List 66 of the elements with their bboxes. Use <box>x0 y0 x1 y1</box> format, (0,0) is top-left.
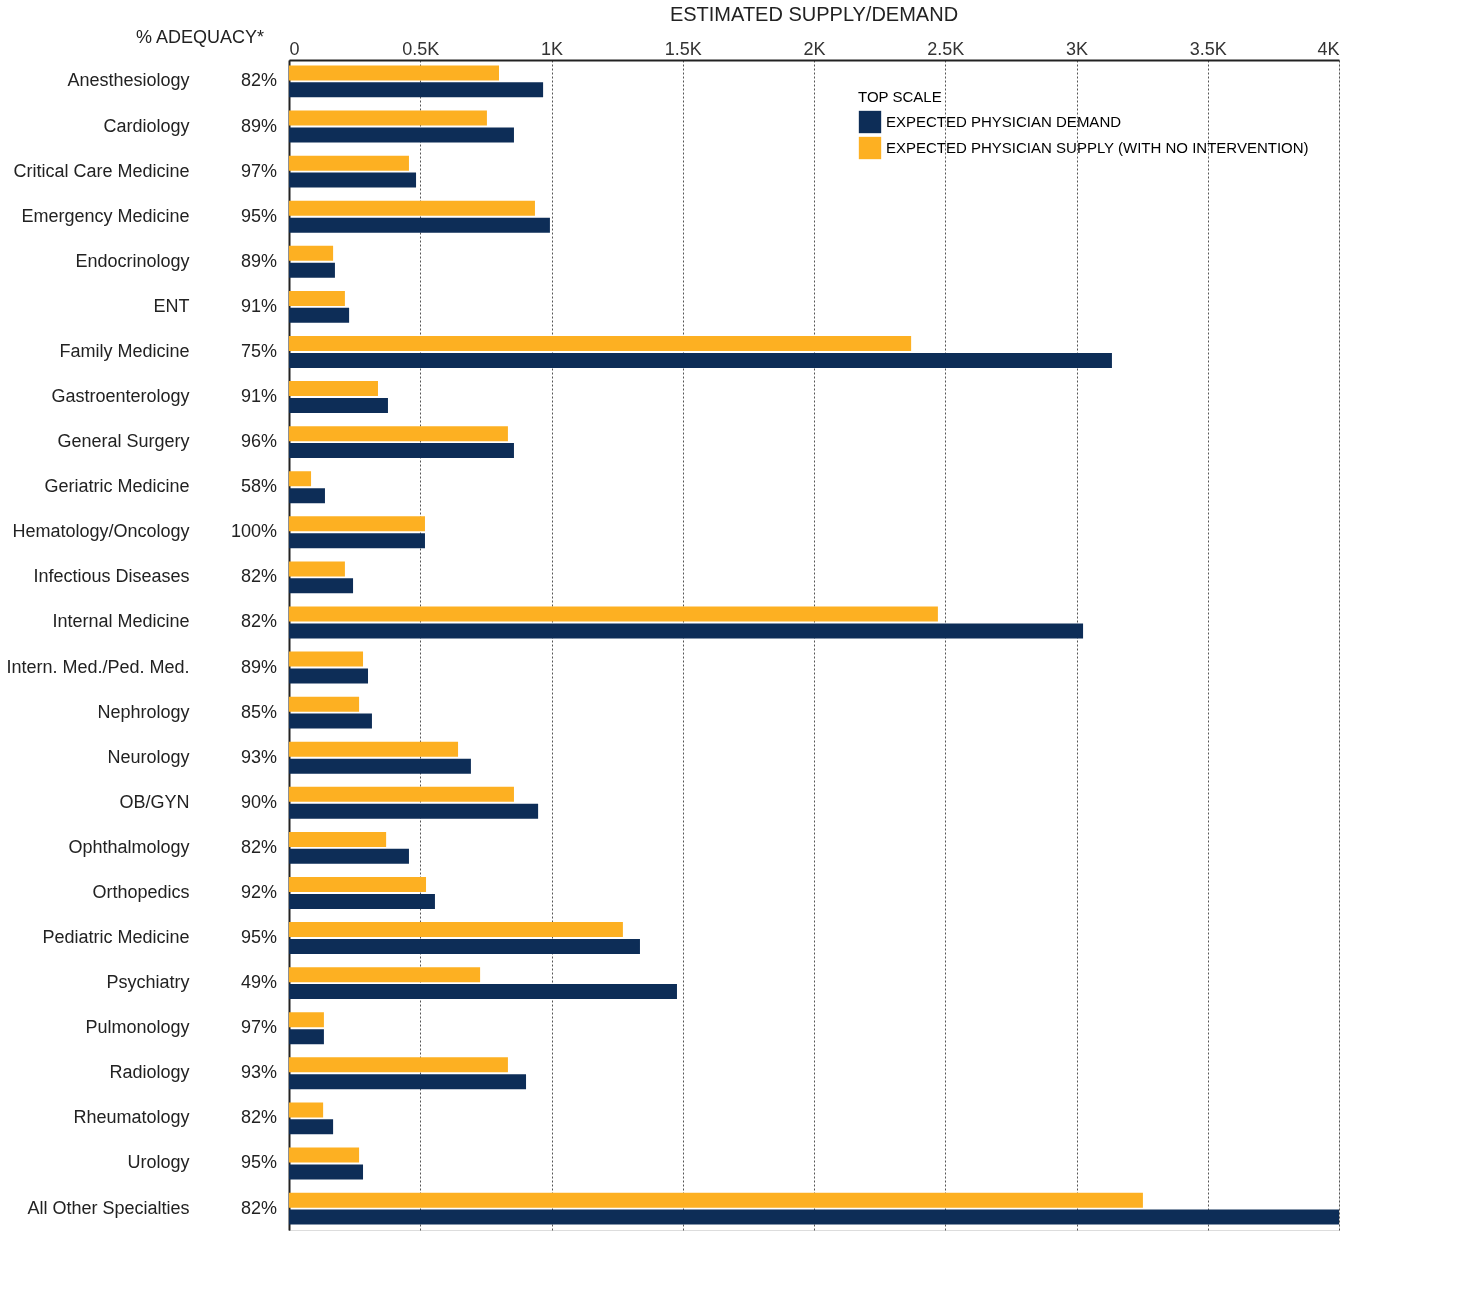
y-tick-label: Critical Care Medicine <box>13 160 190 181</box>
text: 97% <box>240 160 277 181</box>
text: 93% <box>240 746 277 767</box>
y-tick-label: Neurology <box>107 746 190 767</box>
text: 85% <box>240 701 277 722</box>
y-tick-label: Infectious Diseases <box>33 566 190 587</box>
text: 92% <box>240 881 277 902</box>
y-tick-label: Nephrology <box>97 701 190 722</box>
y-tick-label: General Surgery <box>57 431 190 452</box>
text: 89% <box>240 656 277 677</box>
y-tick-label: Orthopedics <box>92 881 190 902</box>
y-tick-label: Endocrinology <box>75 250 190 271</box>
x-tick-label: 1K <box>540 38 564 59</box>
text: 95% <box>240 927 277 948</box>
x-tick-label: 3K <box>1065 38 1089 59</box>
text: 96% <box>240 431 277 452</box>
y-tick-label: OB/GYN <box>119 791 190 812</box>
y-tick-label: Internal Medicine <box>52 611 190 632</box>
x-tick-label: 2.5K <box>927 38 965 59</box>
y-tick-label: Geriatric Medicine <box>44 476 190 497</box>
text: 82% <box>240 1107 277 1128</box>
y-tick-label: Anesthesiology <box>67 70 190 91</box>
y-tick-label: Pulmonology <box>85 1017 190 1038</box>
y-tick-label: Hematology/Oncology <box>12 521 190 542</box>
y-tick-label: Radiology <box>109 1062 190 1083</box>
y-tick-label: Gastroenterology <box>51 386 190 407</box>
text: 97% <box>240 1017 277 1038</box>
text: % ADEQUACY* <box>135 27 264 47</box>
text: 95% <box>240 1152 277 1173</box>
text: 91% <box>240 386 277 407</box>
text: 82% <box>240 70 277 91</box>
y-tick-label: Pediatric Medicine <box>42 927 190 948</box>
text: 82% <box>240 566 277 587</box>
x-tick-label: 1.5K <box>664 38 702 59</box>
text: 82% <box>240 1197 277 1218</box>
y-tick-label: Urology <box>127 1152 190 1173</box>
legend-label: EXPECTED PHYSICIAN DEMAND <box>886 113 1122 130</box>
text: 82% <box>240 611 277 632</box>
x-tick-label: 0.5K <box>402 38 440 59</box>
x-tick-label: 3.5K <box>1189 38 1227 59</box>
x-tick-label: 4K <box>1317 38 1340 59</box>
y-tick-label: Emergency Medicine <box>21 205 190 226</box>
y-tick-label: Rheumatology <box>73 1107 190 1128</box>
y-tick-label: ENT <box>153 295 190 316</box>
legend-label: EXPECTED PHYSICIAN SUPPLY (WITH NO INTERVENTION) <box>886 139 1309 156</box>
y-tick-label: Ophthalmology <box>68 836 190 857</box>
legend-title: TOP SCALE <box>858 88 942 105</box>
text: 100% <box>230 521 277 542</box>
x-tick-label: 2K <box>803 38 826 59</box>
text: 58% <box>240 476 277 497</box>
text: 89% <box>240 115 277 136</box>
y-tick-label: Psychiatry <box>106 972 190 993</box>
chart-title: ESTIMATED SUPPLY/DEMAND <box>669 3 959 25</box>
y-tick-label: Intern. Med./Ped. Med. <box>6 656 190 677</box>
x-tick-label: 0 <box>289 38 300 59</box>
text: 82% <box>240 836 277 857</box>
text: 49% <box>240 972 277 993</box>
text: 89% <box>240 250 277 271</box>
text: 93% <box>240 1062 277 1083</box>
text: 75% <box>240 340 277 361</box>
y-tick-label: All Other Specialties <box>27 1197 190 1218</box>
text: 90% <box>240 791 277 812</box>
text: 95% <box>240 205 277 226</box>
text: 91% <box>240 295 277 316</box>
y-tick-label: Family Medicine <box>59 340 190 361</box>
y-tick-label: Cardiology <box>103 115 190 136</box>
